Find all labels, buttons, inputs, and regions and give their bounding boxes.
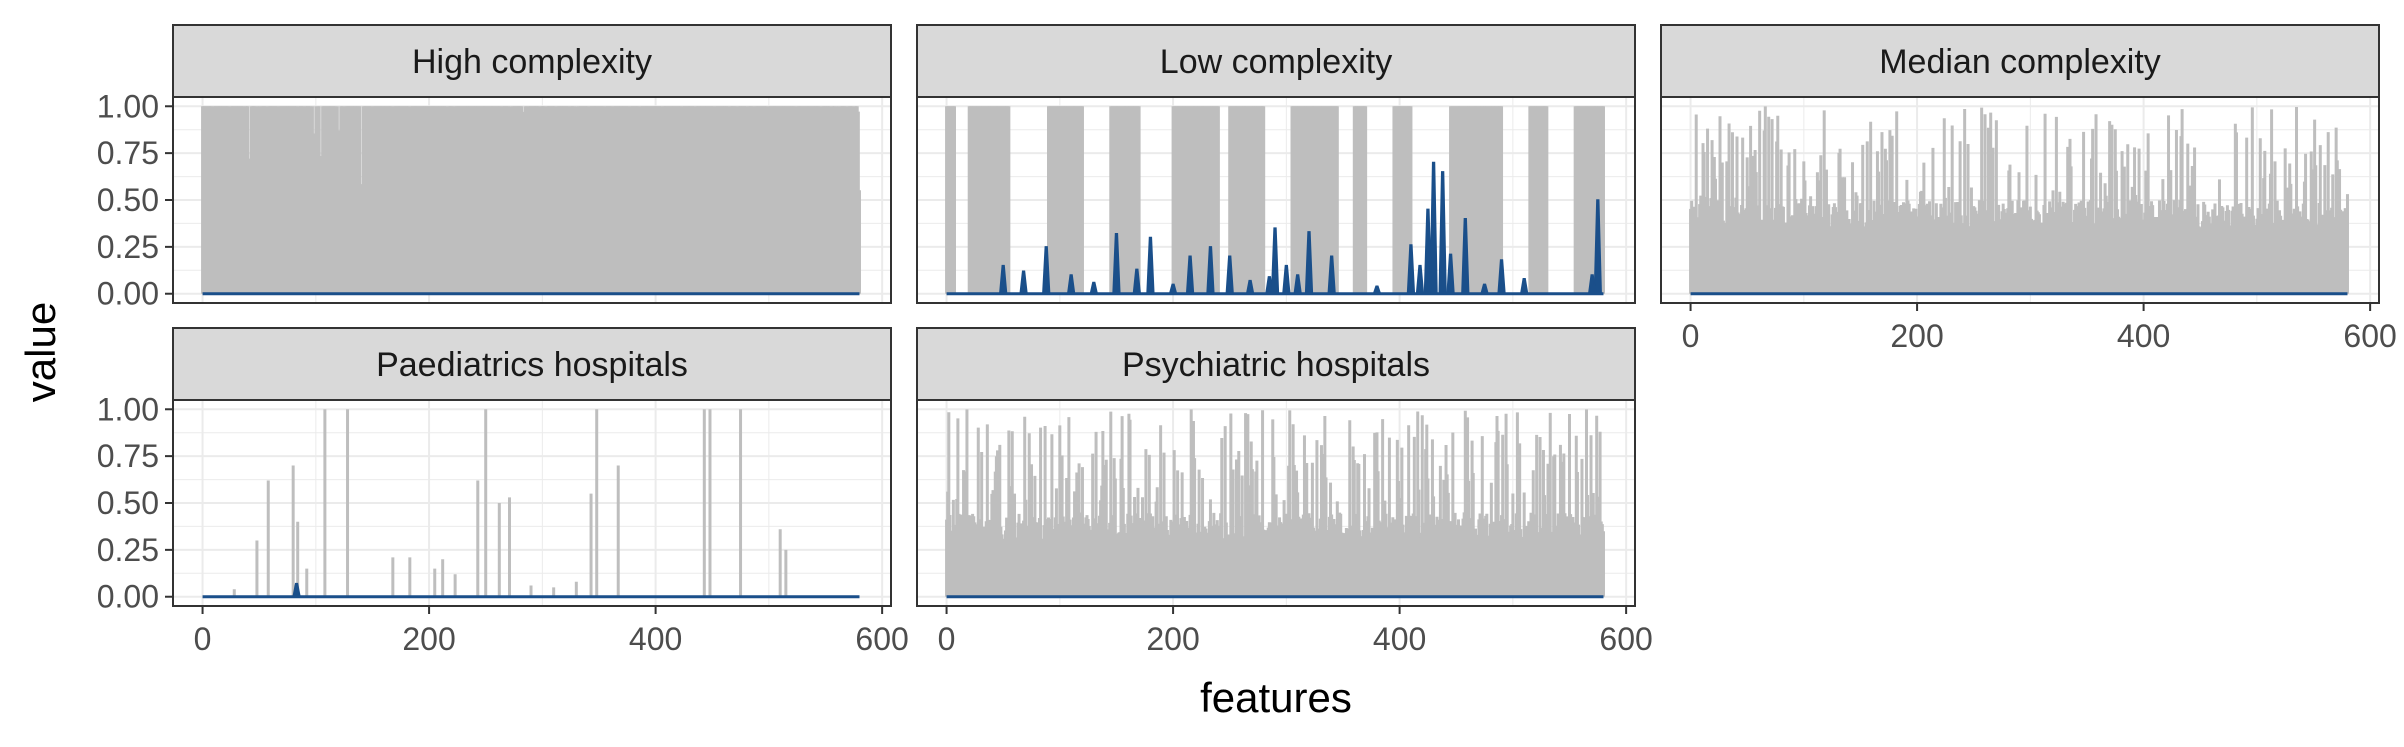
panel-border [916, 96, 1636, 304]
x-tick-label: 0 [938, 621, 956, 657]
series-lower-peak [1282, 264, 1291, 295]
series-lower-peak [1423, 208, 1433, 295]
strip-title: Low complexity [1160, 43, 1392, 81]
strip-title: Psychiatric hospitals [1122, 346, 1430, 384]
panel-low-complexity: Low complexity [916, 24, 1636, 304]
x-tick-label: 400 [2117, 318, 2170, 354]
series-lower-peak [1270, 227, 1280, 295]
series-lower-peak [1245, 279, 1255, 295]
panel-psychiatric-hospitals: Psychiatric hospitals 0 200 400 600 [916, 327, 1653, 657]
strip-background [172, 24, 892, 98]
series-lower-peak [1225, 255, 1234, 295]
y-tick-label: 1.00 [97, 391, 159, 427]
series-lower-peak [1293, 274, 1302, 295]
y-tick-label: 0.75 [97, 135, 159, 171]
series-lower-peak [1089, 281, 1099, 295]
series-lower-peak [998, 264, 1008, 295]
x-tick-label: 600 [1599, 621, 1652, 657]
x-tick-label: 400 [629, 621, 682, 657]
series-lower-peak [1497, 259, 1506, 295]
series-lower-peak [1112, 232, 1121, 295]
y-tick-label: 0.75 [97, 438, 159, 474]
series-lower-peak [1587, 274, 1597, 295]
strip-background [916, 327, 1636, 401]
y-tick-label: 0.50 [97, 182, 159, 218]
x-tick-label: 0 [1682, 318, 1700, 354]
series-lower-peak [1593, 199, 1602, 295]
panel-median-complexity: Median complexity 0 200 400 600 [1660, 24, 2397, 354]
series-upper [945, 409, 1605, 597]
series-lower-peak [1372, 285, 1382, 295]
y-axis-title: value [17, 302, 64, 402]
series-lower-peak [1146, 236, 1155, 295]
strip-background [172, 327, 892, 401]
strip-title: High complexity [412, 43, 652, 81]
series-lower-peak [1206, 246, 1215, 295]
panel-paediatrics-hospitals: Paediatrics hospitals 0.00 0.25 0.50 0.75 1.0… [97, 327, 909, 657]
series-lower [202, 582, 860, 599]
y-tick-label: 1.00 [97, 88, 159, 124]
strip-title: Paediatrics hospitals [376, 346, 688, 384]
panel-border [916, 399, 1636, 607]
series-lower-peak [1132, 268, 1142, 295]
series-lower-peak [292, 582, 301, 598]
y-tick-label: 0.25 [97, 532, 159, 568]
strip-background [1660, 24, 2380, 98]
series-lower-peak [1446, 253, 1455, 295]
series-lower-peak [1480, 283, 1489, 295]
y-tick-label: 0.25 [97, 229, 159, 265]
series-lower-peak [1019, 270, 1028, 295]
x-tick-label: 200 [1890, 318, 1943, 354]
x-tick-label: 0 [194, 621, 212, 657]
series-lower-peak [1461, 217, 1470, 295]
series-lower [946, 161, 1604, 296]
series-lower-peak [1415, 264, 1425, 295]
series-lower-peak [1519, 277, 1529, 295]
series-lower-peak [1304, 231, 1314, 295]
strip-title: Median complexity [1879, 43, 2161, 81]
series-lower-peak [1429, 161, 1438, 295]
series-lower-peak [1168, 283, 1178, 295]
x-axis-title: features [1200, 674, 1352, 721]
series-lower-peak [1438, 171, 1447, 295]
series-lower-peak [1406, 244, 1416, 295]
x-tick-label: 200 [1146, 621, 1199, 657]
y-tick-label: 0.00 [97, 579, 159, 615]
series-lower-peak [1185, 255, 1195, 295]
series-lower-peak [1327, 255, 1336, 295]
series-upper [232, 409, 788, 597]
x-tick-label: 400 [1373, 621, 1426, 657]
panel-border [1660, 96, 2380, 304]
x-tick-label: 600 [2343, 318, 2396, 354]
panel-high-complexity: High complexity 0.00 0.25 0.50 0.75 1.00 [97, 24, 892, 312]
strip-background [916, 24, 1636, 98]
y-tick-label: 0.00 [97, 276, 159, 312]
series-upper [1689, 106, 2349, 294]
y-tick-label: 0.50 [97, 485, 159, 521]
x-tick-label: 200 [402, 621, 455, 657]
series-upper [201, 106, 861, 294]
series-lower-peak [1066, 274, 1076, 295]
series-lower-peak [1042, 246, 1051, 295]
x-tick-label: 600 [855, 621, 908, 657]
